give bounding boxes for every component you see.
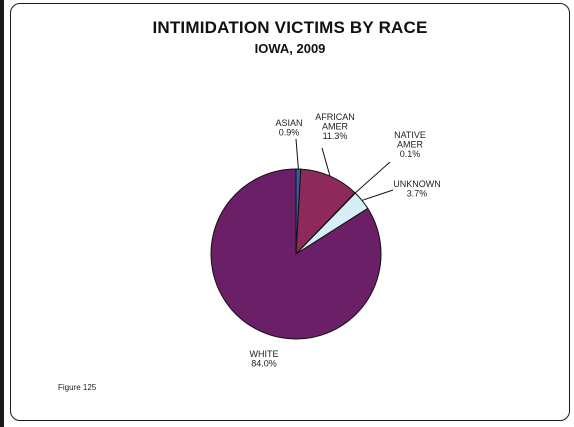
chart-title: INTIMIDATION VICTIMS BY RACE bbox=[152, 18, 428, 37]
chart-subtitle: IOWA, 2009 bbox=[254, 41, 326, 56]
left-border-rule bbox=[0, 0, 4, 427]
leader-line-native-amer bbox=[354, 161, 391, 194]
slice-label-native-amer: NATIVE bbox=[394, 130, 426, 140]
slice-label-unknown: 3.7% bbox=[407, 189, 428, 199]
slice-label-african-amer: AFRICAN bbox=[315, 112, 355, 122]
pie-slice-white bbox=[210, 168, 382, 340]
slice-label-white: 84.0% bbox=[251, 359, 277, 369]
slice-label-native-amer: 0.1% bbox=[400, 149, 421, 159]
leader-line-asian bbox=[295, 138, 299, 170]
figure-caption: Figure 125 bbox=[58, 383, 97, 392]
slice-label-asian: 0.9% bbox=[279, 128, 300, 138]
slice-label-african-amer: 11.3% bbox=[323, 131, 348, 141]
slice-label-asian: ASIAN bbox=[275, 118, 302, 128]
slice-label-white: WHITE bbox=[250, 349, 279, 359]
leader-line-african-amer bbox=[321, 147, 331, 177]
slice-label-native-amer: AMER bbox=[397, 140, 424, 150]
slice-label-african-amer: AMER bbox=[322, 122, 349, 132]
slice-label-unknown: UNKNOWN bbox=[393, 179, 441, 189]
leader-line-unknown bbox=[361, 189, 394, 201]
